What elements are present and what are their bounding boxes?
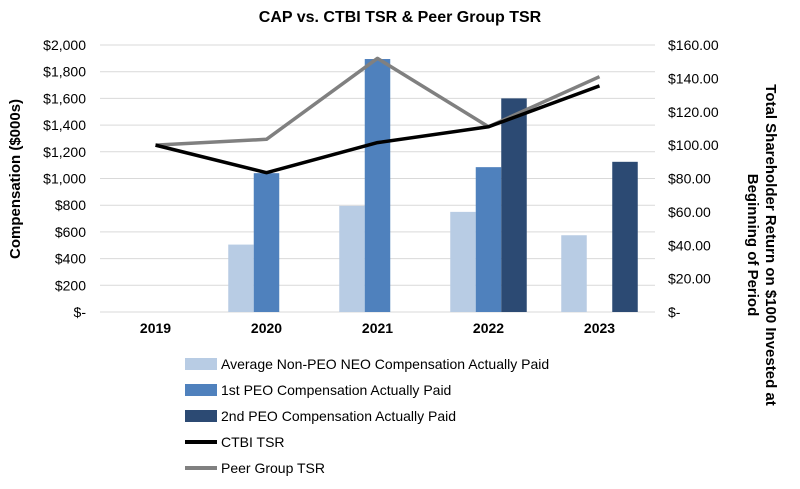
right-tick-label: $- [668,304,681,320]
chart-title: CAP vs. CTBI TSR & Peer Group TSR [259,9,542,26]
x-tick-label: 2023 [584,320,615,336]
left-tick-label: $1,200 [43,144,86,160]
left-tick-label: $2,000 [43,37,86,53]
legend-label: CTBI TSR [221,434,285,450]
x-tick-label: 2021 [362,320,393,336]
right-tick-label: $60.00 [668,204,711,220]
legend: Average Non-PEO NEO Compensation Actuall… [185,356,549,476]
left-tick-label: $400 [55,251,86,267]
right-tick-label: $40.00 [668,237,711,253]
legend-label: Peer Group TSR [221,460,325,476]
bar [501,98,527,313]
x-tick-label: 2020 [251,320,282,336]
left-axis-ticks: $- $200 $400 $600 $800 $1,000 $1,200 $1,400 $1,6… [43,37,86,320]
left-tick-label: $600 [55,224,86,240]
bar [253,173,280,312]
series-line [155,56,601,147]
bar [450,211,476,312]
left-tick-label: $- [74,304,87,320]
right-tick-label: $160.00 [668,37,719,53]
bar [228,244,254,312]
left-axis-title: Compensation ($000s) [7,99,24,259]
right-tick-label: $20.00 [668,271,711,287]
left-tick-label: $1,600 [43,90,86,106]
legend-swatch [185,410,217,422]
legend-label: 1st PEO Compensation Actually Paid [221,382,451,398]
right-tick-label: $120.00 [668,104,719,120]
tsr-lines [155,56,601,175]
x-axis-ticks: 2019 2020 2021 2022 2023 [140,320,615,336]
legend-label: Average Non-PEO NEO Compensation Actuall… [221,356,549,372]
bar [612,161,638,312]
legend-label: 2nd PEO Compensation Actually Paid [221,408,456,424]
left-tick-label: $200 [55,277,86,293]
right-tick-label: $140.00 [668,70,719,86]
right-axis-title-line1: Total Shareholder Return on $100 Investe… [762,84,779,405]
left-tick-label: $800 [55,197,86,213]
left-tick-label: $1,400 [43,117,86,133]
legend-swatch [185,358,217,370]
bar [339,205,365,312]
series-line [155,84,601,175]
bars [228,59,638,313]
left-tick-label: $1,000 [43,171,86,187]
right-tick-label: $100.00 [668,137,719,153]
right-axis-ticks: $- $20.00 $40.00 $60.00 $80.00 $100.00 $120.00… [668,37,719,320]
legend-swatch [185,384,217,396]
x-tick-label: 2022 [473,320,504,336]
bar [475,167,502,312]
right-tick-label: $80.00 [668,171,711,187]
x-tick-label: 2019 [140,320,171,336]
right-axis-title-line2: Beginning of Period [744,174,761,317]
bar [364,59,391,312]
bar [561,235,587,312]
left-tick-label: $1,800 [43,64,86,80]
